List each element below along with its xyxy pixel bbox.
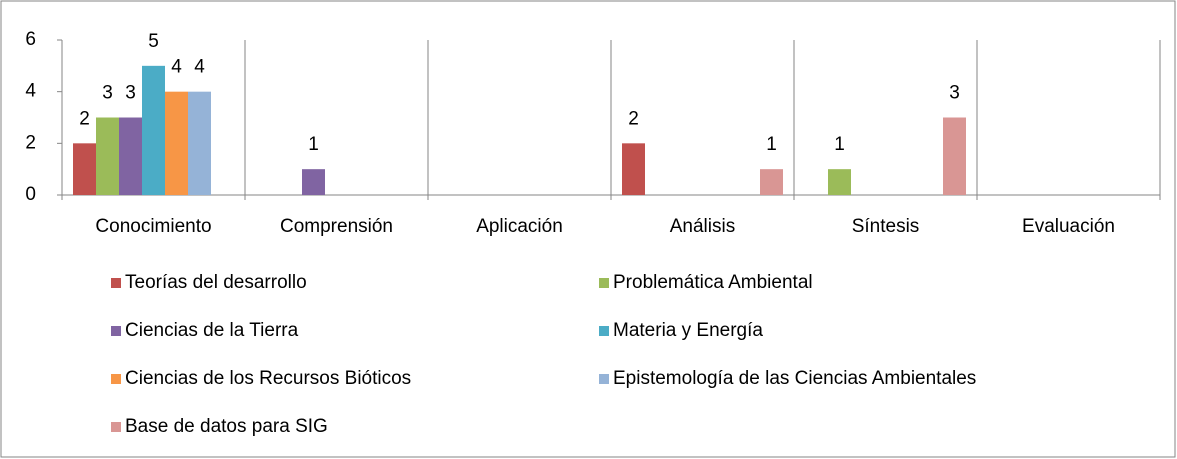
bar [73,143,96,195]
legend-swatch [111,326,121,336]
bar [760,169,783,195]
legend-swatch [599,374,609,384]
legend-label: Problemática Ambiental [613,272,813,293]
x-tick-label: Análisis [670,216,735,237]
y-tick-label: 6 [25,29,36,50]
bar [119,117,142,195]
data-label: 5 [148,31,159,52]
bar [165,91,188,195]
y-tick-label: 2 [25,132,36,153]
x-tick-label: Comprensión [280,216,393,237]
data-label: 2 [79,108,90,129]
data-label: 4 [194,57,205,78]
legend-label: Ciencias de la Tierra [125,320,299,341]
data-label: 3 [125,83,136,104]
x-tick-label: Evaluación [1022,216,1115,237]
data-label: 3 [949,83,960,104]
bar [188,91,211,195]
x-tick-label: Síntesis [852,216,920,237]
bar [943,117,966,195]
legend-swatch [111,422,121,432]
data-label: 3 [102,83,113,104]
y-tick-label: 4 [25,81,36,102]
y-tick-label: 0 [25,184,36,205]
bar [302,169,325,195]
legend-swatch [111,374,121,384]
data-label: 1 [834,134,845,155]
data-label: 1 [308,134,319,155]
bar [828,169,851,195]
bar [96,117,119,195]
legend-label: Epistemología de las Ciencias Ambientale… [613,368,976,389]
legend-swatch [111,278,121,288]
bar [622,143,645,195]
legend-label: Teorías del desarrollo [125,272,307,293]
legend-swatch [599,326,609,336]
data-label: 2 [628,108,639,129]
data-label: 1 [766,134,777,155]
legend-label: Base de datos para SIG [125,416,328,437]
legend-label: Ciencias de los Recursos Bióticos [125,368,411,389]
x-tick-label: Conocimiento [95,216,211,237]
x-tick-label: Aplicación [476,216,563,237]
legend-swatch [599,278,609,288]
legend-label: Materia y Energía [613,320,763,341]
bar [142,65,165,195]
data-label: 4 [171,57,182,78]
